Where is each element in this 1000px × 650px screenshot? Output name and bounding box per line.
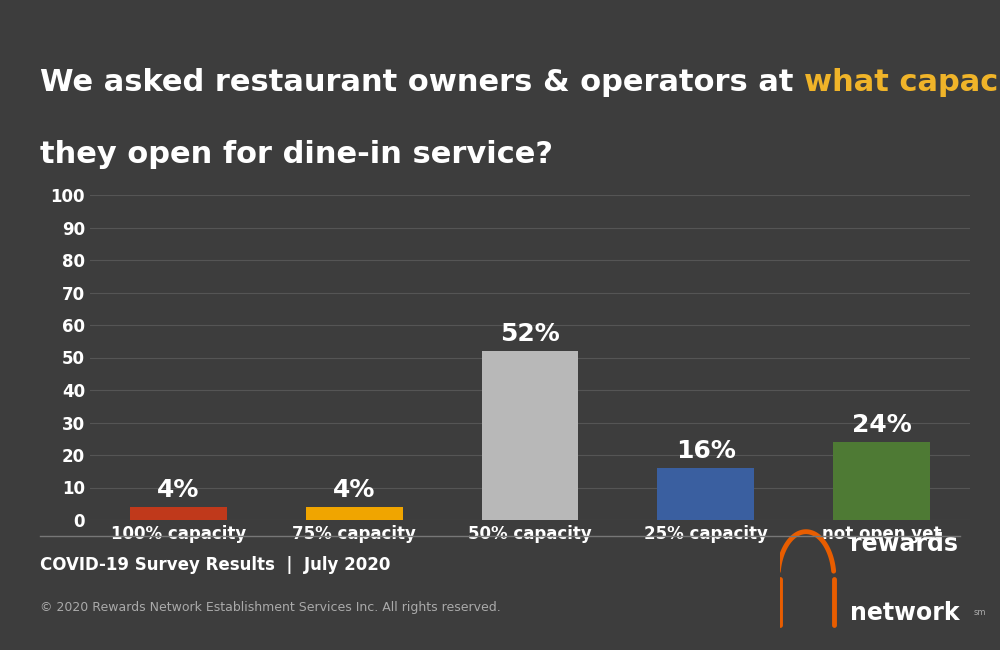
Bar — [833, 442, 930, 520]
Text: 4%: 4% — [157, 478, 200, 502]
Text: 24%: 24% — [852, 413, 912, 437]
Text: sm: sm — [974, 608, 986, 617]
Text: We asked restaurant owners & operators at: We asked restaurant owners & operators a… — [40, 68, 804, 98]
Bar — [482, 351, 578, 520]
Bar — [130, 507, 227, 520]
Text: what capacity: what capacity — [804, 68, 1000, 98]
Text: network: network — [850, 601, 960, 625]
Text: © 2020 Rewards Network Establishment Services Inc. All rights reserved.: © 2020 Rewards Network Establishment Ser… — [40, 601, 501, 614]
Text: rewards: rewards — [850, 532, 958, 556]
Text: they open for dine-in service?: they open for dine-in service? — [40, 140, 553, 169]
Text: 4%: 4% — [333, 478, 375, 502]
Text: COVID-19 Survey Results  |  July 2020: COVID-19 Survey Results | July 2020 — [40, 556, 390, 574]
Text: 16%: 16% — [676, 439, 736, 463]
Bar — [306, 507, 403, 520]
Text: 52%: 52% — [500, 322, 560, 346]
Bar — [657, 468, 754, 520]
